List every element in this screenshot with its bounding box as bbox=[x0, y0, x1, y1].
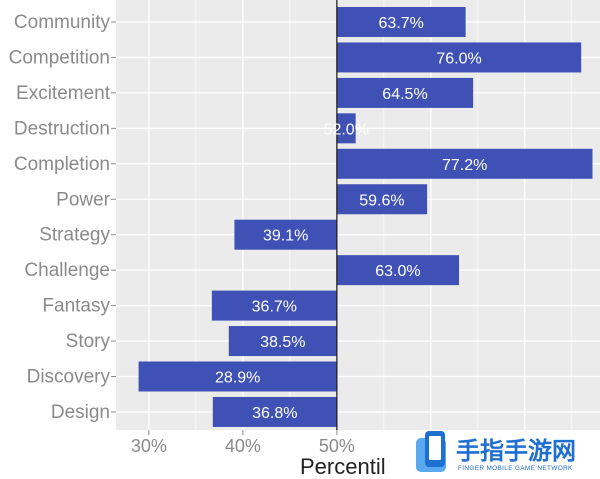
bar-fantasy bbox=[211, 290, 337, 321]
bar-discovery bbox=[138, 361, 337, 392]
category-label: Completion bbox=[14, 154, 110, 175]
data-label: 63.0% bbox=[375, 263, 420, 280]
data-label: 76.0% bbox=[436, 50, 481, 67]
category-label: Strategy bbox=[39, 225, 110, 246]
bar-challenge bbox=[336, 255, 460, 286]
label-layer: 63.7% 76.0% 64.5% 52.0% 77.2% 59.6% 39.1% 63.0%… bbox=[215, 15, 487, 422]
bar-layer bbox=[138, 7, 593, 427]
category-label: Fantasy bbox=[42, 296, 110, 317]
bar-completion bbox=[336, 148, 593, 179]
data-label: 38.5% bbox=[260, 334, 305, 351]
x-tick-label: 30% bbox=[131, 436, 167, 456]
category-label: Discovery bbox=[27, 367, 111, 388]
bar-excitement bbox=[336, 77, 474, 108]
x-tick-label: 40% bbox=[225, 436, 261, 456]
axis-layer: Community Competition Excitement Destructio… bbox=[9, 12, 355, 456]
data-label: 28.9% bbox=[215, 370, 260, 387]
data-label: 64.5% bbox=[382, 86, 427, 103]
bar-destruction bbox=[336, 113, 356, 144]
bar-design bbox=[212, 396, 337, 427]
category-label: Story bbox=[66, 331, 111, 352]
data-label: 52.0% bbox=[324, 121, 369, 138]
watermark-cn: 手指手游网 bbox=[456, 437, 576, 465]
category-label: Excitement bbox=[16, 83, 111, 104]
data-label: 39.1% bbox=[263, 228, 308, 245]
bar-story bbox=[228, 326, 337, 357]
category-label: Challenge bbox=[24, 260, 110, 281]
category-label: Power bbox=[56, 189, 111, 210]
data-label: 36.7% bbox=[252, 299, 297, 316]
data-label: 63.7% bbox=[379, 15, 424, 32]
category-label: Community bbox=[14, 12, 111, 33]
x-axis-title: Percentil bbox=[300, 454, 386, 479]
watermark: 手指手游网 FINGER MOBILE GAME NETWORK bbox=[416, 431, 576, 472]
watermark-en: FINGER MOBILE GAME NETWORK bbox=[458, 465, 573, 472]
bar-community bbox=[336, 7, 466, 37]
data-label: 36.8% bbox=[252, 405, 297, 422]
category-label: Destruction bbox=[14, 118, 110, 139]
data-label: 59.6% bbox=[359, 192, 404, 209]
bar-competition bbox=[336, 42, 582, 73]
bar-strategy bbox=[234, 219, 337, 250]
category-label: Design bbox=[51, 402, 110, 423]
category-label: Competition bbox=[9, 47, 110, 68]
x-tick-label: 50% bbox=[319, 436, 355, 456]
phone-logo-icon bbox=[416, 431, 446, 472]
bar-power bbox=[336, 184, 428, 215]
data-label: 77.2% bbox=[442, 157, 487, 174]
